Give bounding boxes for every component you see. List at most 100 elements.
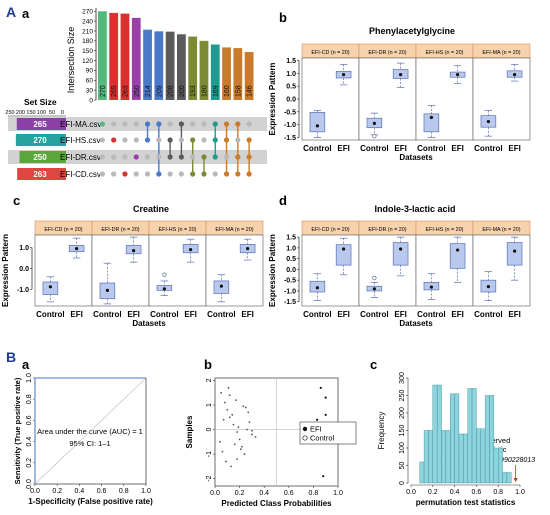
scatter-legend-label-control: Control xyxy=(310,434,335,443)
box-panel-frame xyxy=(472,57,531,141)
upset-bar xyxy=(165,31,175,100)
scatter-ytick-label: -1 xyxy=(206,451,213,457)
scatter-point-control xyxy=(223,401,226,404)
roc-ylabel: Sensitivity (True positive rate) xyxy=(13,377,22,484)
hist-xtick-label: 0.6 xyxy=(472,489,482,496)
upset-dot-active xyxy=(190,137,196,143)
set-size-label: Set Size xyxy=(24,97,57,107)
box-xtick-label: EFI xyxy=(394,144,406,153)
hist-xtick-label: 0.2 xyxy=(428,489,438,496)
scatter-xtick-label: 0.2 xyxy=(235,490,245,497)
box-ytick-label: 0.5 xyxy=(286,256,296,263)
upset-plot: Intersection Size Set Size 0 30 60 90 120 150… xyxy=(5,8,267,181)
upset-dot-active xyxy=(212,154,218,160)
panel-letter-Ac: c xyxy=(13,193,20,208)
hist-bar xyxy=(493,447,499,484)
box-iqr xyxy=(423,113,440,133)
upset-dot xyxy=(99,171,106,177)
hist-bar xyxy=(445,430,451,484)
roc-xtick-label: 0.8 xyxy=(119,488,129,495)
box-xtick-label: Control xyxy=(150,310,178,319)
upset-matrix: 265 EFI-MA.csv 270 EFI-HS.csv 250 EFI-DR.csv 2… xyxy=(5,110,267,181)
hist-xlabel: permutation test statistics xyxy=(416,498,516,507)
upset-dot-active xyxy=(212,137,218,143)
upset-bar xyxy=(177,34,186,100)
box-xtick-label: EFI xyxy=(394,310,406,319)
permutation-histogram-panel: Observed statistic P < 0.000325732899022… xyxy=(377,372,535,507)
box-median-point xyxy=(429,115,433,120)
upset-ytick-label: 270 xyxy=(82,9,93,16)
box-median-point xyxy=(315,286,319,290)
scatter-point-control xyxy=(228,394,231,397)
scatter-point-control xyxy=(238,438,241,441)
box-ylabel: Expression Pattern xyxy=(1,234,10,307)
box-panel-phenylacetylglycine: Phenylacetylglycine 1.5 1.0 0.5 0.0 -0.5 -1.0… xyxy=(268,26,531,162)
scatter-point-efi xyxy=(324,413,327,416)
roc-ytick-label: 0.8 xyxy=(26,394,33,404)
box-xtick-label: Control xyxy=(360,144,388,153)
scatter-xtick-label: 0.0 xyxy=(210,490,220,497)
upset-bar-label: 270 xyxy=(100,85,107,97)
box-ytick-label: 0.5 xyxy=(286,84,296,91)
roc-ytick-label: 0.0 xyxy=(26,479,33,489)
upset-bar-label: 160 xyxy=(224,85,231,97)
upset-bar xyxy=(233,48,243,100)
box-ytick-label: 1.0 xyxy=(19,245,29,252)
scatter-point-control xyxy=(243,453,246,455)
upset-bar-label: 200 xyxy=(179,85,186,97)
box-xtick-label: Control xyxy=(417,310,445,319)
box-median-point xyxy=(486,119,490,124)
set-size-bar xyxy=(16,118,67,130)
upset-dot-active xyxy=(235,154,241,160)
box-xtick-label: EFI xyxy=(508,310,520,319)
scatter-point-control xyxy=(251,433,253,436)
box-title-indole: Indole-3-lactic acid xyxy=(374,204,455,214)
roc-curve xyxy=(34,377,146,484)
box-median-point xyxy=(372,121,376,125)
scatter-xlabel: Predicted Class Probabilities xyxy=(221,499,332,508)
box-title-phenylacetylglycine: Phenylacetylglycine xyxy=(369,26,455,36)
upset-bar xyxy=(154,31,164,101)
scatter-xtick-label: 0.6 xyxy=(284,490,294,497)
scatter-legend-label-efi: EFI xyxy=(310,425,322,434)
box-median-point xyxy=(399,247,403,251)
box-title-creatine: Creatine xyxy=(133,204,169,214)
upset-dot-active xyxy=(178,121,185,127)
set-size-value: 263 xyxy=(33,170,47,179)
box-strip-label: EFI-DR (n = 20) xyxy=(368,227,406,233)
upset-dot-active xyxy=(167,137,173,143)
box-xlabel: Datasets xyxy=(399,319,433,328)
upset-dot xyxy=(235,137,241,143)
scatter-ytick-label: -2 xyxy=(206,475,213,481)
upset-dot-active xyxy=(122,171,128,177)
set-name-label: EFI-DR.csv xyxy=(60,153,101,162)
hist-xtick-label: 1.0 xyxy=(515,489,525,496)
upset-dot xyxy=(246,121,252,127)
scatter-ytick-label: 0 xyxy=(206,427,213,431)
scatter-point-efi xyxy=(319,386,322,389)
upset-dot xyxy=(111,121,117,127)
scatter-point-efi xyxy=(322,475,325,478)
upset-bar xyxy=(244,52,254,100)
box-strip-label: EFI-CD (n = 20) xyxy=(311,227,349,233)
box-xtick-label: EFI xyxy=(337,310,349,319)
box-xlabel: Datasets xyxy=(132,319,166,328)
upset-bar xyxy=(222,47,231,100)
section-label-a: A xyxy=(6,4,16,20)
upset-bar-label: 209 xyxy=(156,85,163,97)
scatter-point-control xyxy=(247,411,250,414)
upset-dot-active xyxy=(156,121,162,127)
set-size-tick-label: 250 xyxy=(5,110,14,116)
scatter-point-control xyxy=(227,386,230,389)
box-xtick-label: EFI xyxy=(241,310,253,319)
box-xtick-label: Control xyxy=(36,310,64,319)
set-name-label: EFI-MA.csv xyxy=(60,120,101,129)
upset-dot xyxy=(99,137,106,143)
hist-ylabel: Frequency xyxy=(377,412,386,450)
upset-bar xyxy=(109,12,119,100)
upset-dot-active xyxy=(111,137,117,143)
box-median-point xyxy=(342,73,346,77)
scatter-point-control xyxy=(231,413,234,416)
box-median-point xyxy=(429,285,433,289)
